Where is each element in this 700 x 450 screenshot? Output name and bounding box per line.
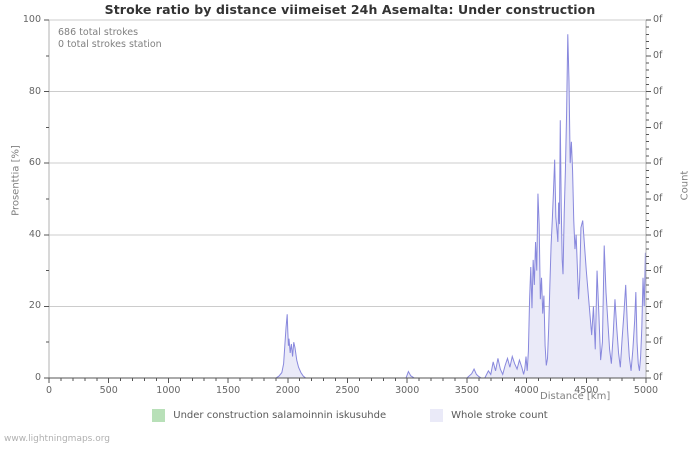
x-axis-tick: 4500 [574,385,599,396]
x-axis-tick: 3000 [395,385,420,396]
y-axis-right-tick: 0f [653,300,663,312]
y-axis-left-tick: 20 [28,300,41,312]
x-axis-tick: 4000 [514,385,539,396]
legend-ratio[interactable]: Under construction salamoinnin iskusuhde [152,409,386,422]
x-axis-title: Distance [km] [540,391,611,402]
y-axis-left-tick: 60 [28,157,41,169]
y-axis-right-tick: 0f [653,121,663,133]
stroke-count-annotation: 686 total strokes 0 total strokes statio… [58,27,162,51]
y-axis-right-tick: 0f [653,14,663,25]
legend-count[interactable]: Whole stroke count [430,409,548,422]
legend-label: Under construction salamoinnin iskusuhde [173,410,387,421]
x-axis-tick: 500 [99,385,118,396]
y-axis-right-tick: 0f [653,372,663,383]
axis-ticks [44,19,651,383]
chart-legend: Under construction salamoinnin iskusuhde… [0,409,700,422]
x-axis-tick: 1500 [216,385,241,396]
x-axis-tick: 2000 [275,385,300,396]
y-axis-right-tick: 0f [653,336,663,348]
y-axis-left-title: Prosenttia [%] [10,145,22,216]
y-axis-right-tick: 0f [653,157,663,169]
x-axis-tick: 3500 [454,385,479,396]
x-axis-tick: 2500 [335,385,360,396]
legend-swatch-icon [430,409,444,422]
y-axis-right-tick: 0f [653,264,663,276]
y-axis-left-tick: 40 [28,228,41,240]
annotation-line-2: 0 total strokes station [58,39,162,50]
y-axis-right-tick: 0f [653,85,663,97]
x-axis-tick: 0 [45,385,53,396]
y-axis-right-tick: 0f [653,228,663,240]
footer-url: www.lightningmaps.org [4,434,110,444]
y-axis-right-tick: 0f [653,193,663,204]
legend-label: Whole stroke count [451,410,548,421]
x-axis-tick: 1000 [156,385,181,396]
y-axis-left-tick: 100 [22,14,41,25]
legend-swatch-icon [152,409,166,422]
y-axis-right-tick: 0f [653,49,663,61]
data-series [49,34,647,379]
y-axis-left-tick: 0 [34,372,41,383]
y-axis-left-tick: 80 [28,85,41,97]
chart-title: Stroke ratio by distance viimeiset 24h A… [104,2,596,17]
annotation-line-1: 686 total strokes [58,27,139,38]
x-axis-tick: 5000 [633,385,659,396]
